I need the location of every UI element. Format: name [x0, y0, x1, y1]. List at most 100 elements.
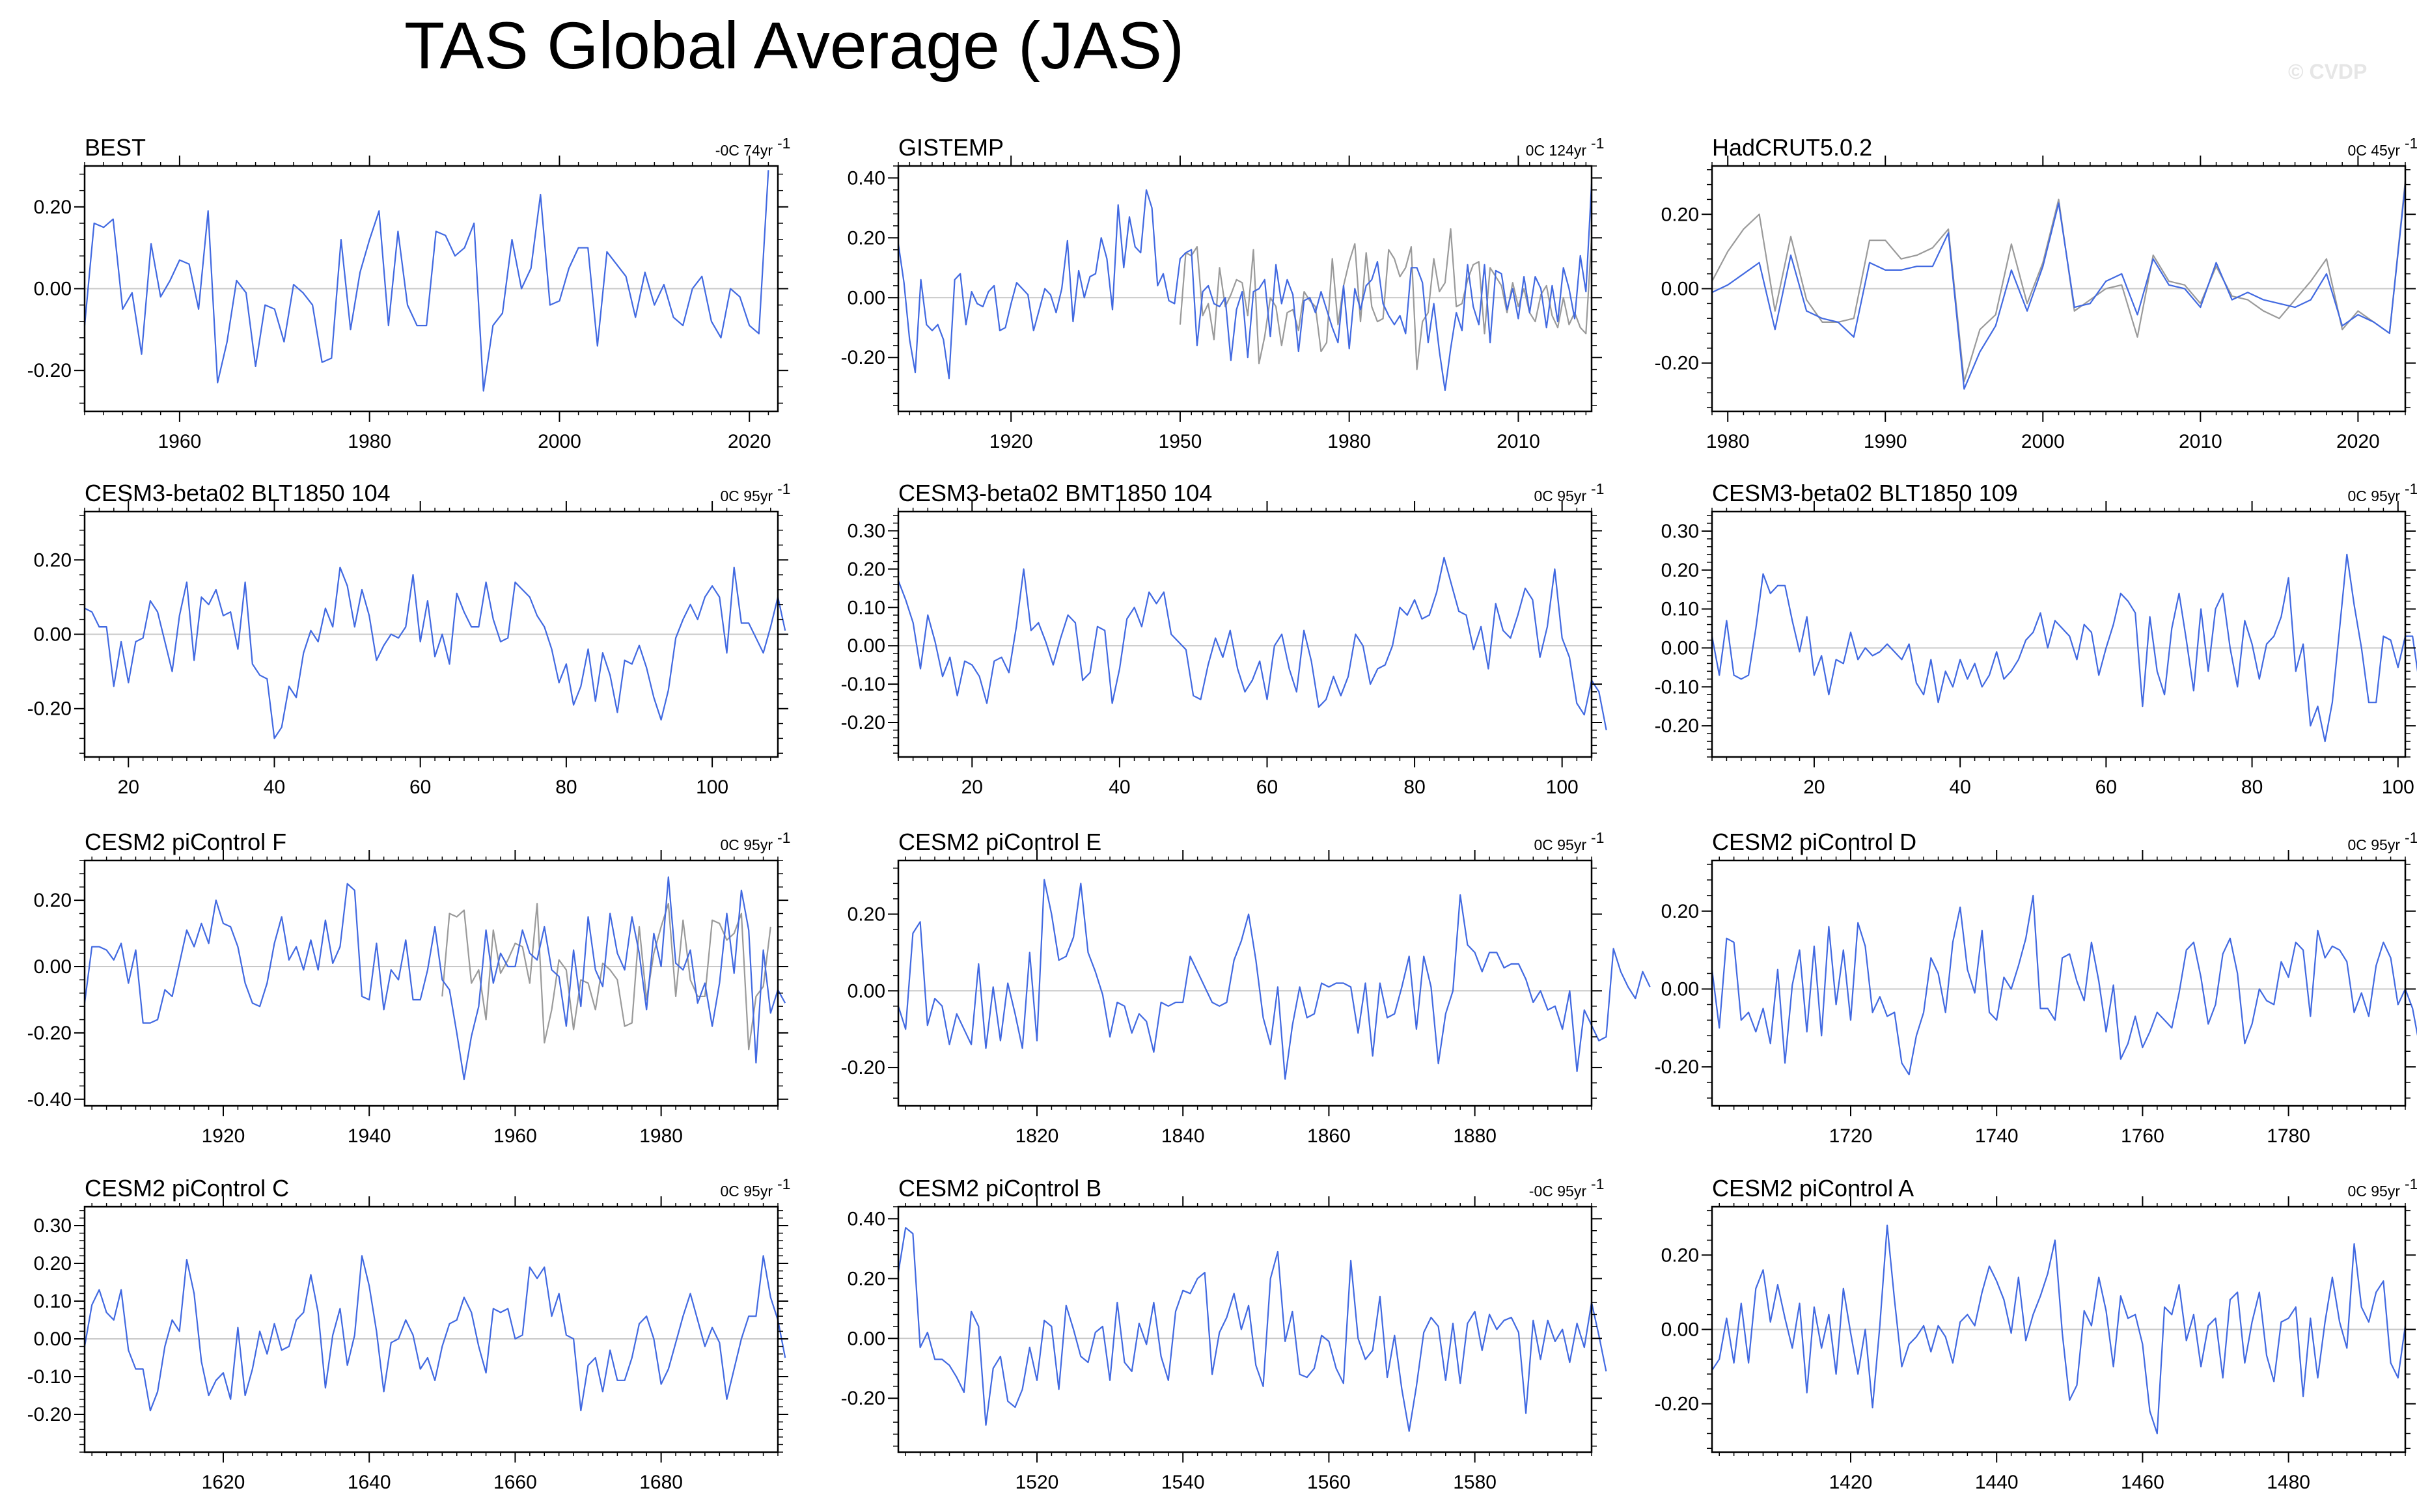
y-tick-label: 0.00 — [1661, 637, 1699, 659]
y-tick-label: 0.20 — [34, 1253, 72, 1274]
x-tick-label: 1640 — [348, 1472, 391, 1493]
y-tick-label: 0.00 — [34, 956, 72, 978]
x-tick-label: 80 — [555, 777, 577, 798]
x-tick-label: 2020 — [728, 431, 771, 452]
series-line-primary — [1711, 553, 2417, 743]
series-line-primary — [897, 1227, 1607, 1432]
y-tick-label: 0.30 — [848, 520, 885, 542]
series-line-primary — [83, 1255, 786, 1412]
x-tick-label: 1760 — [2121, 1125, 2164, 1147]
panel-title: CESM2 piControl D — [1712, 829, 1916, 855]
series-line-primary — [1711, 894, 2417, 1076]
panel-trend: 0C 95yr — [1534, 488, 1586, 504]
plot-frame — [1711, 510, 2407, 758]
y-tick-label: 0.20 — [1661, 560, 1699, 581]
x-tick-label: 40 — [264, 777, 285, 798]
panel-trend-unit: -1 — [2405, 135, 2417, 152]
y-tick-label: 0.00 — [848, 287, 885, 309]
panel-trend-unit: -1 — [777, 480, 790, 497]
y-tick-label: 0.40 — [848, 1208, 885, 1230]
x-tick-label: 80 — [1403, 777, 1425, 798]
x-tick-label: 1950 — [1159, 431, 1202, 452]
y-tick-label: 0.20 — [1661, 1244, 1699, 1266]
series-line-primary — [84, 566, 786, 739]
x-tick-label: 1660 — [493, 1472, 537, 1493]
y-tick-label: -0.20 — [1655, 715, 1699, 737]
y-tick-label: 0.00 — [34, 624, 72, 646]
x-tick-label: 1990 — [1864, 431, 1907, 452]
x-tick-label: 1440 — [1975, 1472, 2019, 1493]
panel-trend-unit: -1 — [1591, 1175, 1604, 1192]
x-tick-label: 1980 — [348, 431, 391, 452]
chart-panel-3: CESM3-beta02 BLT1850 104 0C 95yr -1 20 40 60 8… — [27, 480, 791, 798]
panel-trend-unit: -1 — [1591, 135, 1604, 152]
panel-trend: 0C 45yr — [2347, 142, 2400, 159]
plot-frame — [897, 510, 1593, 758]
series-line-primary — [897, 557, 1607, 731]
x-tick-label: 1860 — [1307, 1125, 1351, 1147]
panel-trend-unit: -1 — [2405, 480, 2417, 497]
x-tick-label: 2020 — [2336, 431, 2380, 452]
plot-frame — [1711, 1205, 2407, 1453]
plot-frame — [83, 165, 779, 413]
x-tick-label: 40 — [1949, 777, 1970, 798]
x-tick-label: 1720 — [1829, 1125, 1873, 1147]
chart-panel-8: CESM2 piControl D 0C 95yr -1 1720 1740 1760 17… — [1655, 829, 2417, 1147]
series-line-primary — [897, 879, 1651, 1080]
chart-panel-4: CESM3-beta02 BMT1850 104 0C 95yr -1 20 40 60 8… — [841, 480, 1607, 798]
x-tick-label: 1580 — [1453, 1472, 1497, 1493]
panel-trend-unit: -1 — [1591, 829, 1604, 846]
series-line-primary — [83, 876, 786, 1080]
plot-frame — [1711, 165, 2407, 413]
plot-frame — [897, 165, 1593, 413]
panel-title: BEST — [85, 134, 146, 161]
x-tick-label: 100 — [696, 777, 728, 798]
y-tick-label: 0.20 — [848, 227, 885, 249]
x-tick-label: 20 — [1803, 777, 1825, 798]
plot-frame — [1711, 859, 2407, 1107]
series-line-secondary — [441, 903, 771, 1051]
chart-panel-2: HadCRUT5.0.2 0C 45yr -1 1980 1990 2000 2010 202… — [1655, 134, 2417, 452]
x-tick-label: 1940 — [348, 1125, 391, 1147]
x-tick-label: 60 — [2095, 777, 2117, 798]
y-tick-label: 0.20 — [1661, 901, 1699, 922]
x-tick-label: 100 — [1546, 777, 1579, 798]
cvdp-credit: © CVDP — [2288, 60, 2368, 83]
x-tick-label: 1920 — [989, 431, 1033, 452]
x-tick-label: 1520 — [1015, 1472, 1059, 1493]
x-tick-label: 1980 — [1706, 431, 1750, 452]
x-tick-label: 1960 — [493, 1125, 537, 1147]
y-tick-label: 0.20 — [34, 890, 72, 911]
x-tick-label: 1980 — [1327, 431, 1371, 452]
x-tick-label: 1620 — [202, 1472, 245, 1493]
panel-trend-unit: -1 — [777, 829, 790, 846]
panel-trend: 0C 95yr — [720, 836, 773, 853]
panel-title: CESM2 piControl E — [898, 829, 1101, 855]
x-tick-label: 20 — [961, 777, 983, 798]
series-line-primary — [1711, 1224, 2407, 1435]
panel-title: CESM3-beta02 BMT1850 104 — [898, 480, 1212, 506]
series-line-primary — [897, 184, 1593, 391]
x-tick-label: 2000 — [538, 431, 581, 452]
x-tick-label: 1540 — [1161, 1472, 1205, 1493]
y-tick-label: 0.10 — [848, 597, 885, 618]
x-tick-label: 1880 — [1453, 1125, 1497, 1147]
panel-trend: 0C 124yr — [1526, 142, 1587, 159]
y-tick-label: -0.10 — [27, 1366, 72, 1388]
x-tick-label: 1460 — [2121, 1472, 2164, 1493]
y-tick-label: 0.00 — [848, 980, 885, 1002]
y-tick-label: -0.20 — [841, 347, 885, 368]
plot-frame — [897, 1205, 1593, 1453]
y-tick-label: -0.20 — [27, 1023, 72, 1044]
y-tick-label: 0.20 — [848, 903, 885, 925]
panel-title: CESM3-beta02 BLT1850 109 — [1712, 480, 2018, 506]
series-line-secondary — [1179, 228, 1593, 370]
panel-title: CESM2 piControl B — [898, 1175, 1101, 1202]
panel-trend-unit: -1 — [1591, 480, 1604, 497]
panel-title: CESM3-beta02 BLT1850 104 — [85, 480, 391, 506]
panel-title: CESM2 piControl A — [1712, 1175, 1914, 1202]
x-tick-label: 1420 — [1829, 1472, 1873, 1493]
chart-panel-11: CESM2 piControl A 0C 95yr -1 1420 1440 1460 14… — [1655, 1175, 2417, 1493]
chart-panel-1: GISTEMP 0C 124yr -1 1920 1950 1980 2010 -0.20 0.… — [841, 134, 1605, 452]
panel-trend: -0C 74yr — [715, 142, 773, 159]
